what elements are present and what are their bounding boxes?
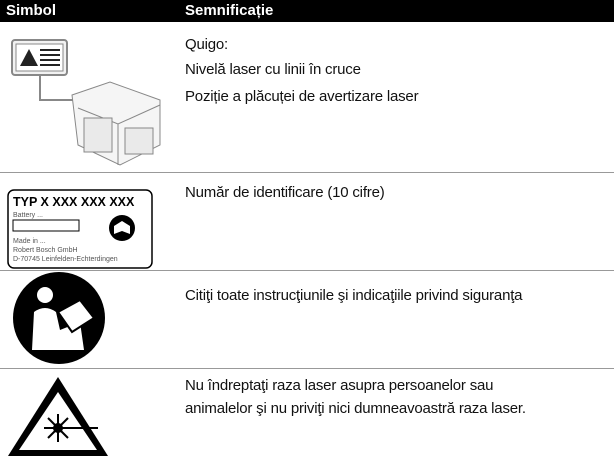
column-header: Simbol — [6, 2, 57, 19]
row-divider — [0, 270, 614, 271]
meaning-text: Nu îndreptaţi raza laser asupra persoane… — [185, 377, 494, 394]
read-manual-icon — [13, 272, 105, 364]
meaning-text: Nivelă laser cu linii în cruce — [185, 61, 361, 78]
table-header: Simbol Semnificație — [0, 0, 614, 22]
column-header: Semnificație — [185, 2, 274, 19]
plate-text: D-70745 Leinfelden-Echterdingen — [13, 256, 118, 263]
plate-text: Battery ... — [13, 212, 43, 219]
device-icon — [11, 39, 161, 166]
meaning-text: Poziție a plăcuței de avertizare laser — [185, 88, 419, 105]
type-plate: TYP X XXX XXX XXX Battery ... Made in ..… — [7, 189, 153, 269]
meaning-text: Citiţi toate instrucţiunile şi indicaţii… — [185, 287, 523, 304]
row-divider — [0, 368, 614, 369]
plate-text: TYP X XXX XXX XXX — [13, 195, 135, 209]
meaning-text: Quigo: — [185, 36, 228, 53]
meaning-text: animalelor şi nu priviţi nici dumneavoas… — [185, 400, 526, 417]
meaning-text: Număr de identificare (10 cifre) — [185, 184, 385, 201]
row-divider — [0, 172, 614, 173]
laser-warning-icon — [8, 377, 108, 456]
plate-text: Robert Bosch GmbH — [13, 247, 78, 254]
plate-text: Made in ... — [13, 238, 46, 245]
